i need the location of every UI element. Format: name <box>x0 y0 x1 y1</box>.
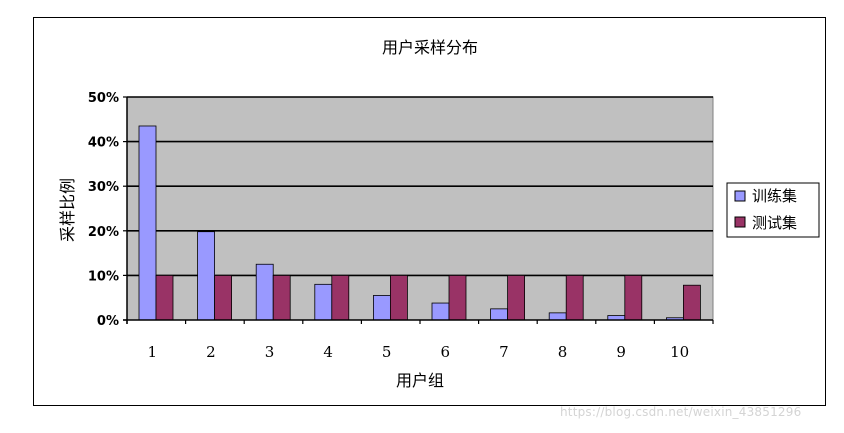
bar-test-7 <box>507 274 526 321</box>
bar-test-3 <box>272 274 291 321</box>
bar-train-4 <box>314 283 333 321</box>
watermark: https://blog.csdn.net/weixin_43851296 <box>560 405 802 419</box>
bar-train-5 <box>372 295 391 321</box>
bar-test-9 <box>624 274 643 321</box>
bar-test-10 <box>683 284 701 321</box>
y-tick-label: 10% <box>88 269 119 284</box>
bar-test-4 <box>331 274 350 321</box>
bar-test-8 <box>565 274 584 321</box>
bar-train-6 <box>431 302 450 321</box>
x-tick-label: 8 <box>558 343 568 361</box>
legend: 训练集 测试集 <box>726 182 820 238</box>
x-tick-label: 4 <box>323 343 333 361</box>
x-tick-label: 3 <box>265 343 275 361</box>
bar-train-7 <box>490 308 509 321</box>
bar-train-1 <box>138 125 157 321</box>
x-tick-label: 2 <box>206 343 216 361</box>
legend-swatch-test <box>734 216 746 228</box>
y-tick-label: 50% <box>88 91 119 106</box>
y-tick-label: 20% <box>88 225 119 240</box>
axes <box>123 96 714 324</box>
legend-label-train: 训练集 <box>752 187 797 205</box>
y-axis-label: 采样比例 <box>58 178 77 242</box>
bar-test-6 <box>448 274 467 321</box>
y-tick-labels: 0% 10% 20% 30% 40% 50% <box>88 91 119 329</box>
y-tick-label: 40% <box>88 136 119 151</box>
x-tick-label: 5 <box>382 343 392 361</box>
x-tick-label: 1 <box>148 343 158 361</box>
y-tick-label: 30% <box>88 180 119 195</box>
chart-title: 用户采样分布 <box>382 38 478 57</box>
bar-test-2 <box>214 274 233 321</box>
bars <box>138 125 701 321</box>
x-tick-label: 6 <box>441 343 451 361</box>
bar-test-1 <box>155 274 174 321</box>
x-tick-label: 10 <box>670 343 689 361</box>
bar-train-2 <box>197 231 216 321</box>
x-tick-labels: 1 2 3 4 5 6 7 8 9 10 <box>148 343 690 361</box>
legend-label-test: 测试集 <box>752 214 797 232</box>
x-axis-label: 用户组 <box>396 371 444 390</box>
bar-train-8 <box>548 312 567 321</box>
y-tick-label: 0% <box>97 314 119 329</box>
x-tick-label: 7 <box>499 343 509 361</box>
x-tick-label: 9 <box>616 343 626 361</box>
legend-swatch-train <box>734 190 746 202</box>
bar-train-3 <box>255 263 274 321</box>
bar-test-5 <box>389 274 408 321</box>
